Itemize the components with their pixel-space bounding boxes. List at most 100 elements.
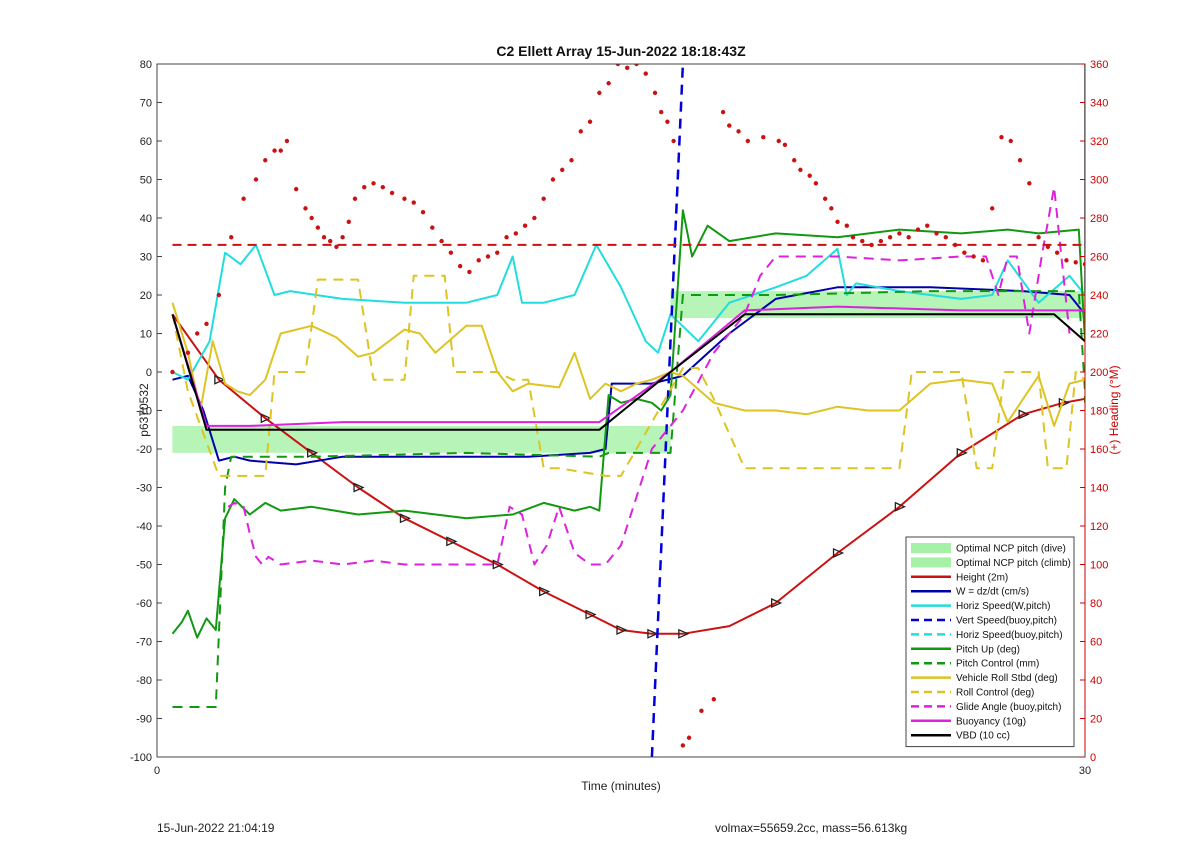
height-marker [399,513,412,524]
heading-dot [321,235,327,240]
height-marker [771,597,783,609]
heading-dot [272,148,277,153]
heading-dot [430,225,435,230]
heading-dot [971,254,976,259]
heading-dot [962,250,967,255]
heading-dot [284,138,290,144]
series-line-7 [171,302,1085,427]
legend-swatch [911,543,951,553]
y-tick-label: -70 [136,637,152,649]
heading-dot [420,210,426,215]
y-tick-label: 70 [140,98,152,110]
legend-entry: Vert Speed(buoy,pitch) [956,616,1057,627]
height-marker [647,628,659,639]
y2-tick-label: 240 [1090,290,1108,302]
y2-tick-label: 80 [1090,598,1102,610]
legend-entry: Pitch Control (mm) [956,659,1039,670]
heading-dot [1027,181,1032,186]
legend-entry: Height (2m) [956,572,1008,583]
legend-entry: Roll Control (deg) [956,688,1034,699]
heading-dot [522,223,528,228]
y2-tick-label: 360 [1090,59,1108,71]
x-tick-label: 0 [154,765,160,777]
heading-dot [467,269,472,275]
heading-dot [560,167,565,173]
heading-dot [699,708,704,713]
y2-tick-label: 60 [1090,637,1102,649]
y2-tick-label: 140 [1090,483,1108,495]
heading-dot [229,235,234,240]
height-marker [894,501,907,512]
y2-tick-label: 180 [1090,406,1108,418]
heading-dot [776,138,781,144]
heading-dot [1045,244,1051,250]
y2-tick-label: 40 [1090,675,1102,687]
heading-dot [915,227,921,232]
heading-dot [736,129,741,134]
heading-dot [578,129,583,134]
y2-tick-label: 220 [1090,329,1108,341]
y-tick-label: 0 [146,367,152,379]
heading-dot [850,235,856,240]
y2-tick-label: 20 [1090,714,1102,726]
heading-dot [439,238,444,244]
series-line-1 [172,286,1085,466]
legend-entry: Horiz Speed(buoy,pitch) [956,630,1063,641]
heading-dot [476,258,481,263]
heading-dot [680,743,686,748]
heading-dot [869,242,874,248]
heading-dot [1073,260,1078,265]
legend-entry: Optimal NCP pitch (dive) [956,544,1066,555]
series-line-10 [171,305,1085,427]
heading-dot [822,196,828,201]
y-tick-label: -20 [136,444,152,456]
y-tick-label: -60 [136,598,152,610]
heading-dot [550,177,556,182]
heading-dot [606,81,611,86]
heading-dot [216,292,222,298]
heading-dot [615,64,621,67]
heading-dot [1017,158,1023,163]
heading-dot [925,223,930,228]
footer-timestamp: 15-Jun-2022 21:04:19 [157,821,275,835]
series-line-11 [171,313,1085,431]
heading-dot [204,321,209,327]
heading-dot [980,258,986,263]
height-marker [585,609,597,620]
heading-dot [782,142,788,148]
heading-dot [1008,138,1013,144]
y-tick-label: -10 [136,406,152,418]
y-tick-label: -40 [136,521,152,533]
heading-dot [389,190,395,196]
heading-dot [829,206,834,211]
series-line-9 [227,186,1071,566]
y2-tick-label: 320 [1090,136,1108,148]
height-marker [307,447,319,458]
y2-tick-label: 200 [1090,367,1108,379]
y2-tick-label: 120 [1090,521,1108,533]
heading-dot [309,215,314,221]
legend-entry: VBD (10 cc) [956,731,1010,742]
heading-dot [1082,262,1085,267]
x-tick-label: 30 [1079,765,1091,777]
x-axis-label: Time (minutes) [581,779,661,793]
y-tick-label: 60 [140,136,152,148]
heading-dot [328,238,333,244]
y2-tick-label: 340 [1090,98,1108,110]
legend-entry: Horiz Speed(W,pitch) [956,601,1050,612]
heading-dot [185,350,191,355]
heading-dot [402,196,407,201]
series-line-2 [172,64,1085,381]
legend: Optimal NCP pitch (dive) Optimal NCP pitc… [905,536,1075,748]
height-marker [353,482,365,493]
legend-entry: Glide Angle (buoy,pitch) [956,702,1061,713]
series-line-5 [171,209,1085,639]
heading-dot [813,181,819,186]
y-tick-label: -30 [136,483,152,495]
y2-tick-label: 160 [1090,444,1108,456]
heading-dot [334,244,339,250]
heading-dot [587,119,593,124]
legend-swatch [911,557,951,568]
heading-dot [952,242,958,248]
heading-dot [906,235,911,240]
